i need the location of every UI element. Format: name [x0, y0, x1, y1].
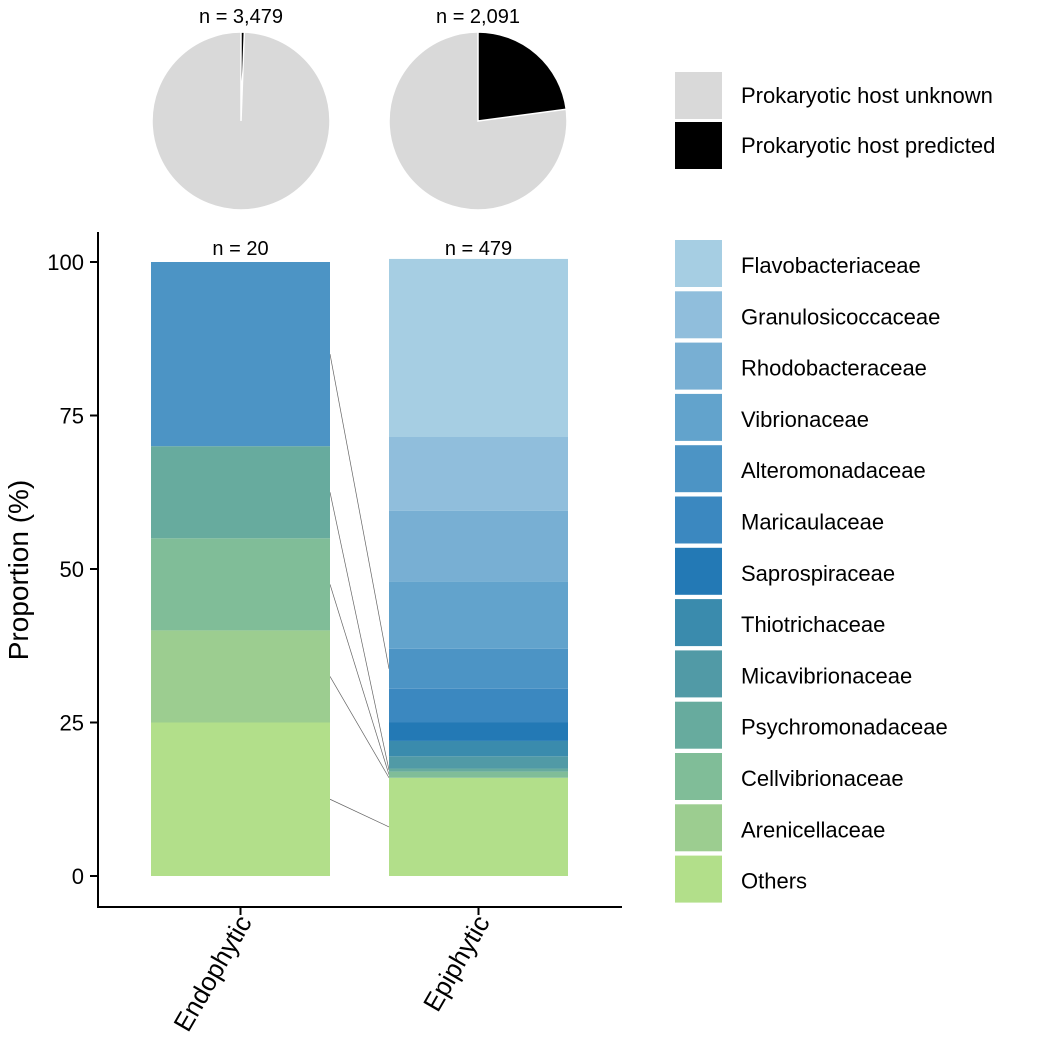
legend-label-cellvibrionaceae: Cellvibrionaceae	[741, 766, 904, 791]
bar-epiphytic-granulosicoccaceae	[389, 436, 568, 511]
legend-swatch-flavobacteriaceae	[675, 240, 722, 287]
bar-epiphytic-cellvibrionaceae	[389, 771, 568, 778]
legend-label-saprospiraceae: Saprospiraceae	[741, 561, 895, 586]
legend-swatch-others	[675, 855, 722, 903]
legend-label-others: Others	[741, 869, 807, 894]
bar-endophytic-psychromonadaceae	[151, 446, 330, 539]
legend-label-alteromonadaceae: Alteromonadaceae	[741, 458, 926, 483]
legend-swatch-vibrionaceae	[675, 393, 722, 441]
legend-swatch-arenicellaceae	[675, 804, 722, 852]
y-tick-label-50: 50	[60, 557, 84, 582]
legend-swatch-saprospiraceae	[675, 547, 722, 595]
bar-epiphytic-others	[389, 777, 568, 876]
legend-label-flavobacteriaceae: Flavobacteriaceae	[741, 253, 921, 278]
legend-label-vibrionaceae: Vibrionaceae	[741, 407, 869, 432]
legend-swatch-psychromonadaceae	[675, 701, 722, 749]
connector-others	[329, 798, 390, 828]
pie-2-slice-prokaryotic-host-predicted	[477, 31, 568, 122]
legend-swatch-thiotrichaceae	[675, 599, 722, 647]
y-axis-title: Proportion (%)	[3, 480, 34, 661]
bar-epiphytic-thiotrichaceae	[389, 740, 568, 757]
pie-1-n-label: n = 3,479	[199, 6, 283, 28]
legend-swatch-cellvibrionaceae	[675, 753, 722, 800]
legend-label-psychromonadaceae: Psychromonadaceae	[741, 715, 948, 740]
connector-cellvibrionaceae	[329, 584, 390, 775]
bar-epiphytic-micavibrionaceae	[389, 756, 568, 769]
pie-legend-label-prokaryotic-host-unknown: Prokaryotic host unknown	[741, 83, 993, 108]
pie-1-slice-prokaryotic-host-predicted	[240, 31, 246, 122]
bar-epiphytic-flavobacteriaceae	[389, 258, 568, 437]
bar-endophytic-cellvibrionaceae	[151, 538, 330, 631]
y-tick-label-25: 25	[60, 711, 84, 736]
x-tick-label-endophytic: Endophytic	[167, 910, 257, 1036]
bar-epiphytic-maricaulaceae	[389, 688, 568, 723]
connector-alteromonadaceae	[329, 354, 390, 669]
pie-legend-swatch-prokaryotic-host-predicted	[675, 122, 722, 169]
bar-epiphytic-alteromonadaceae	[389, 648, 568, 689]
pie-legend-label-prokaryotic-host-predicted: Prokaryotic host predicted	[741, 133, 995, 158]
legend-label-maricaulaceae: Maricaulaceae	[741, 510, 884, 535]
bar-epiphytic-vibrionaceae	[389, 581, 568, 649]
bar-endophytic-arenicellaceae	[151, 630, 330, 723]
bar-endophytic-others	[151, 722, 330, 876]
bar-epiphytic-psychromonadaceae	[389, 768, 568, 772]
legend-label-granulosicoccaceae: Granulosicoccaceae	[741, 304, 940, 329]
bar-n-label-endophytic: n = 20	[212, 238, 268, 260]
y-tick-label-0: 0	[72, 864, 84, 889]
bar-epiphytic-saprospiraceae	[389, 722, 568, 741]
legend-swatch-granulosicoccaceae	[675, 291, 722, 339]
legend-label-rhodobacteraceae: Rhodobacteraceae	[741, 356, 927, 381]
bar-endophytic-alteromonadaceae	[151, 262, 330, 447]
bar-n-label-epiphytic: n = 479	[445, 238, 512, 260]
legend-swatch-rhodobacteraceae	[675, 342, 722, 390]
legend-swatch-alteromonadaceae	[675, 445, 722, 493]
y-tick-label-75: 75	[60, 404, 84, 429]
legend-label-arenicellaceae: Arenicellaceae	[741, 817, 885, 842]
connector-arenicellaceae	[329, 676, 390, 778]
pie-2-n-label: n = 2,091	[436, 6, 520, 28]
legend-label-thiotrichaceae: Thiotrichaceae	[741, 612, 885, 637]
legend-swatch-micavibrionaceae	[675, 650, 722, 698]
x-tick-label-epiphytic: Epiphytic	[417, 910, 496, 1016]
y-tick-label-100: 100	[47, 250, 84, 275]
legend-label-micavibrionaceae: Micavibrionaceae	[741, 663, 912, 688]
pie-legend-swatch-prokaryotic-host-unknown	[675, 72, 722, 119]
legend-swatch-maricaulaceae	[675, 496, 722, 544]
bar-epiphytic-rhodobacteraceae	[389, 510, 568, 582]
connector-psychromonadaceae	[329, 492, 390, 771]
